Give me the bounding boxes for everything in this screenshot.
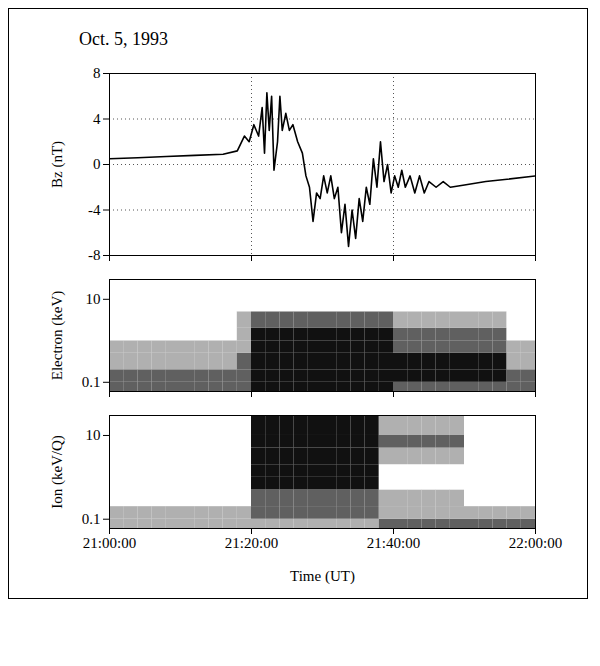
svg-text:Ion (keV/Q): Ion (keV/Q)	[49, 435, 66, 509]
svg-text:Electron (keV): Electron (keV)	[49, 291, 66, 381]
svg-text:21:20:00: 21:20:00	[225, 535, 278, 551]
svg-text:22:00:00: 22:00:00	[509, 535, 562, 551]
svg-text:21:00:00: 21:00:00	[83, 535, 136, 551]
svg-text:Time (UT): Time (UT)	[290, 568, 355, 585]
svg-text:10: 10	[86, 427, 101, 443]
svg-text:8: 8	[93, 65, 101, 81]
svg-text:0.1: 0.1	[82, 374, 101, 390]
svg-text:-4: -4	[88, 202, 101, 218]
svg-text:21:40:00: 21:40:00	[367, 535, 420, 551]
svg-text:-8: -8	[88, 247, 101, 263]
svg-text:10: 10	[86, 291, 101, 307]
svg-text:0: 0	[93, 156, 101, 172]
svg-text:Bz (nT): Bz (nT)	[49, 141, 66, 188]
svg-text:4: 4	[93, 111, 101, 127]
html-text:Oct. 5, 1993: Oct. 5, 1993	[79, 29, 168, 49]
svg-text:0.1: 0.1	[82, 511, 101, 527]
